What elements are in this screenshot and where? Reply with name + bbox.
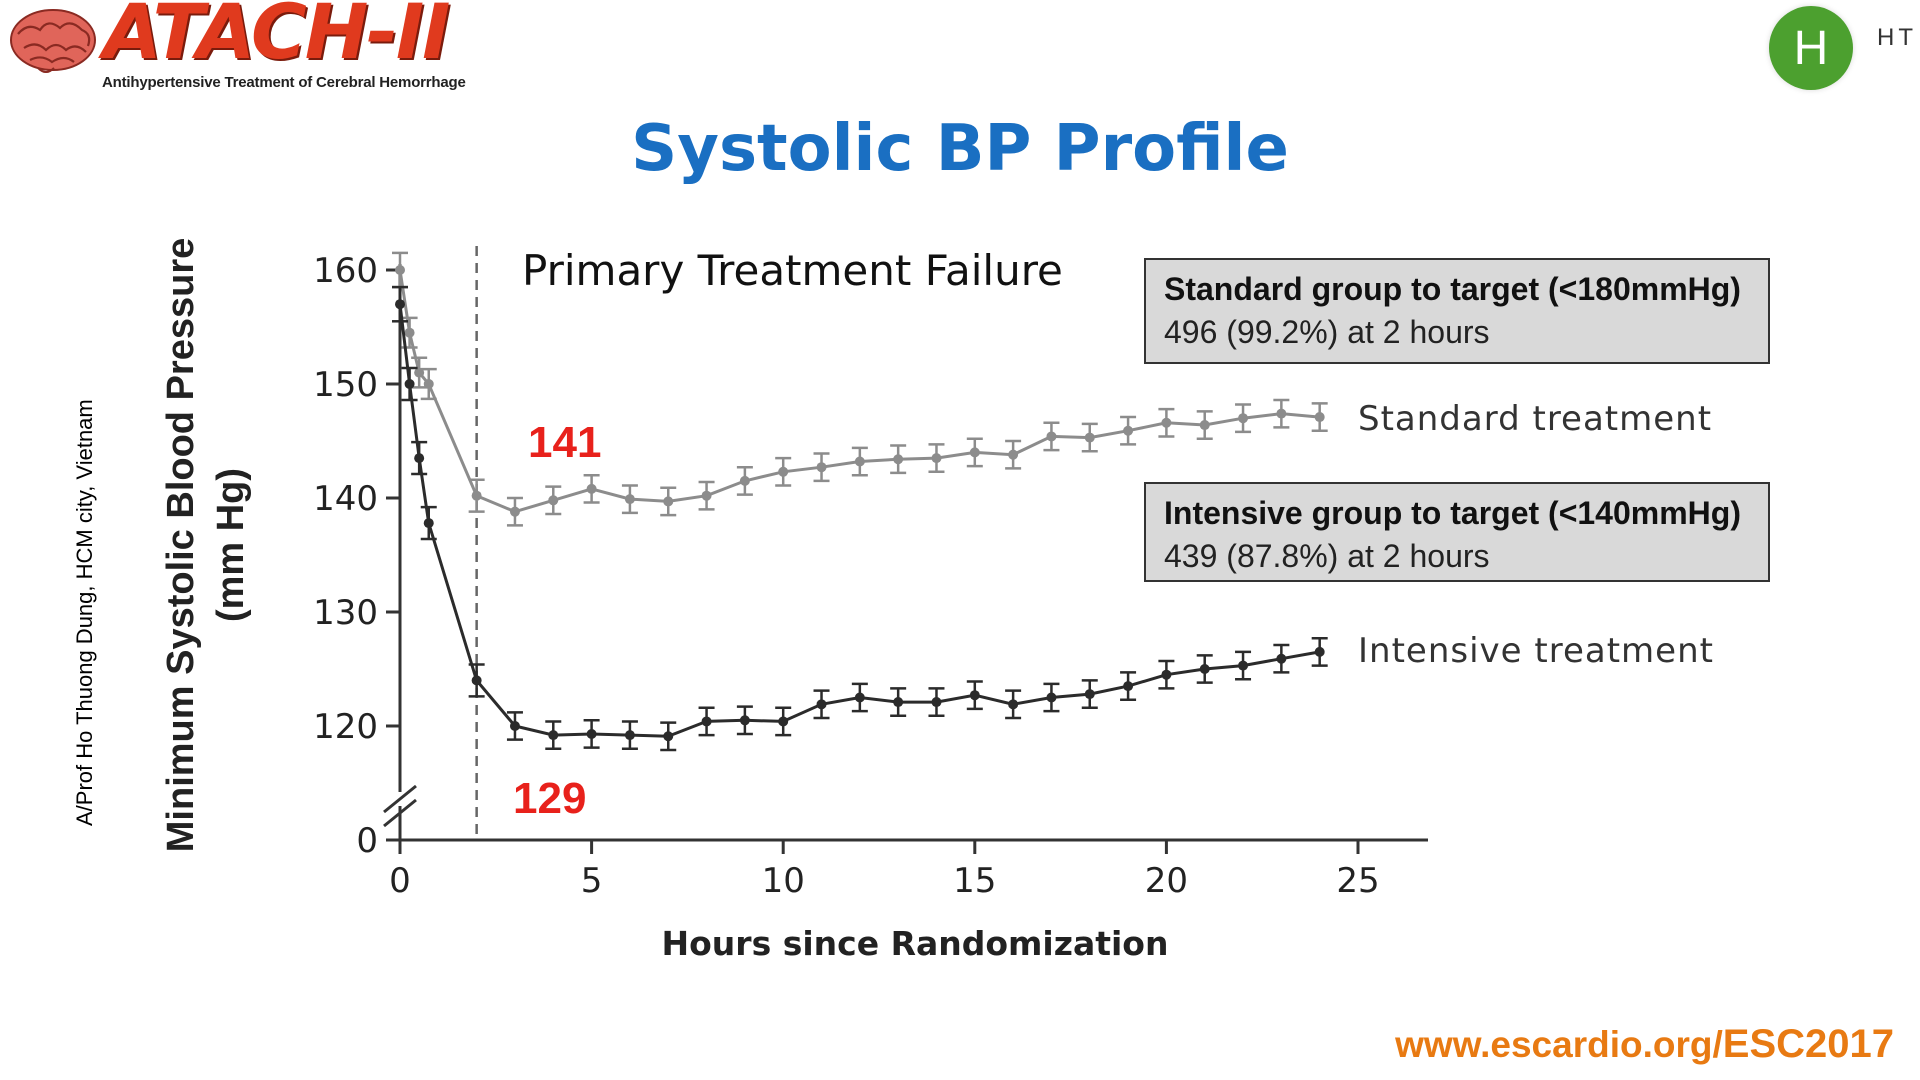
y-axis-unit: (mm Hg) bbox=[210, 468, 252, 622]
data-point bbox=[624, 494, 635, 505]
footer-url-bold: ESC2017 bbox=[1722, 1022, 1894, 1066]
presenter-badge-icon: H bbox=[1769, 6, 1853, 90]
data-point bbox=[1161, 417, 1172, 428]
data-point bbox=[548, 730, 559, 741]
data-point bbox=[509, 721, 520, 731]
chart-labels: Minimum Systolic Blood Pressure (mm Hg) … bbox=[160, 238, 1714, 963]
brain-icon bbox=[10, 9, 96, 73]
data-point bbox=[1084, 432, 1095, 443]
intensive-series-label: Intensive treatment bbox=[1358, 631, 1714, 671]
data-point bbox=[471, 675, 482, 686]
data-point bbox=[423, 518, 434, 529]
data-point bbox=[1276, 408, 1287, 419]
data-point bbox=[1046, 692, 1057, 703]
data-point bbox=[395, 265, 405, 275]
y-tick-label: 160 bbox=[313, 251, 378, 291]
primary-failure-annotation: Primary Treatment Failure bbox=[522, 246, 1063, 295]
data-point bbox=[663, 496, 674, 507]
data-point bbox=[586, 728, 597, 739]
data-point bbox=[509, 506, 520, 517]
data-point bbox=[395, 299, 405, 310]
data-point bbox=[471, 490, 482, 501]
data-point bbox=[893, 697, 904, 708]
data-point bbox=[1046, 431, 1057, 442]
standard-series-label: Standard treatment bbox=[1358, 399, 1712, 439]
data-point bbox=[1199, 420, 1210, 431]
y-tick-label: 120 bbox=[313, 707, 378, 747]
data-point bbox=[778, 466, 789, 477]
intensive-target-box: Intensive group to target (<140mmHg) 439… bbox=[1144, 482, 1770, 582]
x-tick-label: 5 bbox=[581, 861, 603, 901]
data-point bbox=[854, 692, 865, 703]
standard-box-title: Standard group to target (<180mmHg) bbox=[1164, 271, 1741, 307]
data-point bbox=[739, 475, 750, 486]
data-point bbox=[1199, 664, 1210, 674]
y-axis-label: Minimum Systolic Blood Pressure bbox=[160, 238, 202, 852]
axis-break-mark bbox=[383, 798, 417, 828]
standard-value-callout: 141 bbox=[528, 418, 601, 467]
chart-marks bbox=[392, 251, 1328, 752]
x-tick-label: 10 bbox=[762, 861, 805, 901]
data-point bbox=[701, 716, 712, 727]
data-point bbox=[423, 379, 434, 389]
data-point bbox=[586, 483, 597, 494]
data-point bbox=[816, 699, 827, 710]
data-point bbox=[854, 456, 865, 467]
data-point bbox=[1238, 413, 1249, 424]
standard-box-value: 496 (99.2%) at 2 hours bbox=[1164, 314, 1490, 351]
series-intensive bbox=[392, 285, 1328, 752]
intensive-value-callout: 129 bbox=[513, 774, 586, 823]
data-point bbox=[1123, 425, 1134, 436]
x-tick-label: 20 bbox=[1145, 861, 1188, 901]
data-point bbox=[663, 731, 674, 742]
y-tick-label: 140 bbox=[313, 479, 378, 519]
footer-url-prefix: www.escardio.org/ bbox=[1395, 1024, 1723, 1065]
axis-break-mark bbox=[383, 784, 417, 814]
series-standard bbox=[392, 251, 1328, 527]
data-point bbox=[1314, 646, 1325, 657]
logo-subtitle: Antihypertensive Treatment of Cerebral H… bbox=[102, 74, 466, 91]
standard-target-box: Standard group to target (<180mmHg) 496 … bbox=[1144, 258, 1770, 364]
chart-axes: 0 120 130 140 150 160 0 5 10 15 20 25 bbox=[313, 246, 1428, 901]
data-point bbox=[701, 490, 712, 501]
x-tick-label: 0 bbox=[389, 861, 411, 901]
data-point bbox=[969, 690, 980, 701]
intensive-box-title: Intensive group to target (<140mmHg) bbox=[1164, 495, 1741, 531]
logo-title: ATACH-II bbox=[103, 0, 450, 76]
data-point bbox=[1008, 449, 1019, 460]
slide-title: Systolic BP Profile bbox=[631, 112, 1289, 186]
data-point bbox=[1123, 681, 1134, 692]
data-point bbox=[548, 495, 559, 506]
data-point bbox=[1276, 653, 1287, 664]
intensive-box-value: 439 (87.8%) at 2 hours bbox=[1164, 538, 1490, 575]
data-point bbox=[931, 453, 942, 464]
data-point bbox=[624, 730, 635, 741]
data-point bbox=[893, 454, 904, 465]
data-point bbox=[1238, 660, 1249, 671]
x-tick-label: 25 bbox=[1336, 861, 1379, 901]
y-tick-label: 130 bbox=[313, 593, 378, 633]
data-point bbox=[739, 715, 750, 726]
y-tick-label: 0 bbox=[356, 821, 378, 861]
atach-logo: ATACH-II Antihypertensive Treatment of C… bbox=[8, 0, 468, 97]
data-point bbox=[931, 697, 942, 708]
footer-url[interactable]: www.escardio.org/ESC2017 bbox=[1395, 1022, 1894, 1067]
data-point bbox=[414, 453, 425, 464]
badge-text: HT bbox=[1877, 24, 1917, 51]
y-tick-label: 150 bbox=[313, 365, 378, 405]
data-point bbox=[1084, 689, 1095, 700]
data-point bbox=[1314, 412, 1325, 423]
data-point bbox=[778, 716, 789, 727]
data-point bbox=[969, 447, 980, 458]
x-tick-label: 15 bbox=[953, 861, 996, 901]
data-point bbox=[1161, 669, 1172, 680]
data-point bbox=[1008, 699, 1019, 710]
data-point bbox=[404, 379, 415, 389]
data-point bbox=[816, 462, 827, 473]
data-point bbox=[404, 327, 415, 338]
x-axis-label: Hours since Randomization bbox=[662, 924, 1169, 963]
